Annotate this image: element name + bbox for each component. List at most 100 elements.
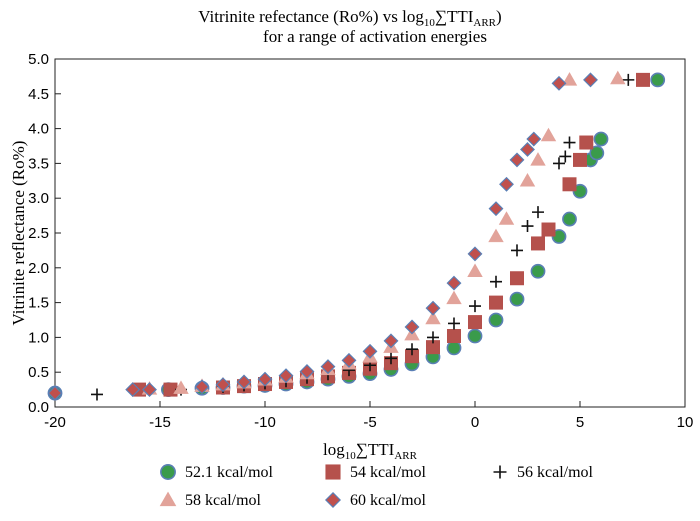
y-tick-label: 0.0 [28,399,49,416]
data-point [173,380,189,394]
data-point [383,333,399,349]
x-tick-label: 0 [471,414,479,431]
data-point [448,317,460,330]
legend-marker [325,464,341,480]
data-point [488,295,503,310]
x-tick-label: -5 [363,414,376,431]
series-4 [47,72,598,401]
x-tick-label: -15 [149,414,171,431]
legend-marker [493,465,507,479]
x-axis: -20 -15 -10 -5 0 5 10 [44,401,693,431]
legend-marker [325,492,341,508]
data-point [509,271,524,286]
data-point [406,343,418,356]
y-tick-label: 4.5 [28,86,49,103]
data-point [488,228,504,243]
data-point [142,382,157,398]
data-point [427,331,439,344]
legend: 52.1 kcal/mol 54 kcal/mol 56 kcal/mol 58 kc… [159,464,594,509]
data-points [47,70,666,401]
legend-label: 58 kcal/mol [185,492,262,509]
x-tick-label: -20 [44,414,66,431]
data-point [341,352,357,368]
data-point [362,343,378,359]
y-tick-label: 3.0 [28,190,49,207]
chart-title-line-2: for a range of activation energies [263,27,487,46]
data-point [498,211,515,225]
data-point [278,368,294,384]
data-point [467,315,482,330]
data-point [530,152,546,166]
data-point [532,206,544,219]
data-point [385,352,397,365]
data-point [583,72,598,88]
data-point [404,319,420,335]
data-point [299,364,315,379]
y-axis-label: Vitrinite reflectance (Ro%) [9,141,28,326]
chart-title-line-1: Vitrinite refectance (Ro%) vs log10∑TTIA… [198,7,501,29]
data-point [446,275,462,291]
data-point [520,142,535,157]
data-point [562,211,577,227]
data-point [526,131,542,147]
data-point [215,377,231,393]
data-point [509,152,525,168]
data-point [91,388,103,401]
data-point [530,263,546,279]
data-point [446,329,461,344]
data-point [563,136,576,149]
data-point [236,374,252,390]
data-point [650,72,666,88]
x-tick-label: -10 [254,414,276,431]
y-tick-label: 1.0 [28,329,49,346]
data-point [610,70,626,85]
data-point [488,312,504,328]
data-point [446,340,462,356]
y-axis: 0.0 0.5 1.0 1.5 2.0 2.5 3.0 3.5 4.0 4.5 5.0 [28,51,61,416]
data-point [636,72,651,87]
data-point [467,246,483,262]
data-point [320,359,336,375]
data-point [519,172,536,187]
data-point [589,145,605,161]
y-tick-label: 3.5 [28,155,49,172]
legend-marker [159,491,177,507]
data-point [425,310,441,325]
y-tick-label: 0.5 [28,364,49,381]
data-point [521,220,534,233]
data-point [511,244,523,257]
data-point [562,177,577,192]
data-point [469,300,481,313]
data-point [446,290,462,305]
data-point [490,275,502,288]
data-point [531,236,546,251]
legend-label: 60 kcal/mol [350,492,427,509]
x-axis-label: log10∑TTIARR [323,440,418,462]
x-tick-label: 10 [677,414,694,431]
y-tick-label: 5.0 [28,51,49,68]
data-point [553,157,565,170]
data-point [467,328,483,344]
data-point [551,75,567,91]
data-point [622,73,635,86]
y-tick-label: 4.0 [28,121,49,138]
data-point [194,379,210,395]
data-point [125,382,141,398]
data-point [593,131,609,147]
data-point [541,222,556,237]
y-tick-label: 1.5 [28,295,49,312]
data-point [561,72,578,86]
legend-label: 52.1 kcal/mol [185,464,274,481]
legend-label: 54 kcal/mol [350,464,427,481]
data-point [47,385,63,401]
data-point [559,150,572,163]
y-tick-label: 2.0 [28,260,49,277]
data-point [540,127,557,142]
x-tick-label: 5 [576,414,584,431]
data-point [257,371,273,387]
data-point [467,263,483,277]
legend-label: 56 kcal/mol [517,464,594,481]
data-point [425,300,441,316]
